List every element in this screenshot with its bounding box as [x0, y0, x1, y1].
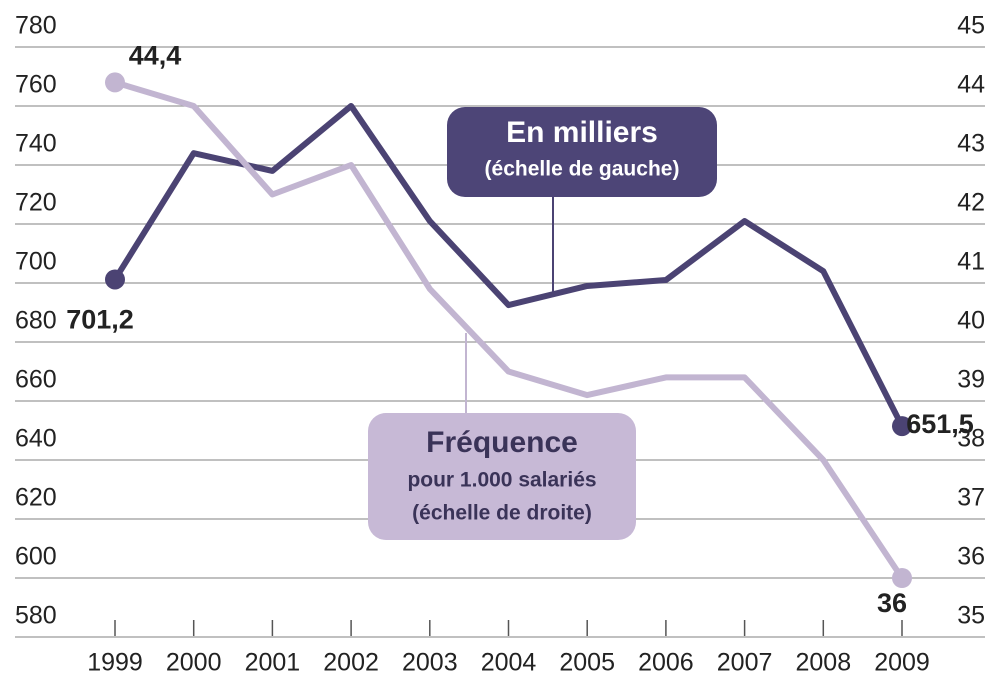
- y-tick-label: 740: [15, 130, 57, 158]
- y-tick-label: 640: [15, 425, 57, 453]
- y2-tick-label: 39: [957, 366, 985, 394]
- x-tick-label: 2000: [166, 649, 222, 677]
- y2-tick-label: 36: [957, 543, 985, 571]
- callout-box: [447, 107, 717, 197]
- y2-tick-label: 42: [957, 189, 985, 217]
- data-label: 36: [877, 588, 907, 618]
- end-point: [105, 269, 125, 290]
- series-name: En milliers: [506, 116, 658, 149]
- x-tick-label: 2001: [245, 649, 301, 677]
- y-tick-label: 680: [15, 307, 57, 335]
- x-tick-label: 2005: [559, 649, 615, 677]
- x-tick-label: 2009: [874, 649, 930, 677]
- end-point: [105, 72, 125, 93]
- x-tick-label: 2007: [717, 649, 773, 677]
- data-label: 651,5: [906, 409, 974, 439]
- y2-tick-label: 41: [957, 248, 985, 276]
- data-label: 701,2: [66, 305, 134, 335]
- series-sublabel: pour 1.000 salariés: [407, 469, 596, 492]
- data-label: 44,4: [129, 41, 182, 71]
- series-line: [114, 79, 905, 580]
- x-tick-label: 2008: [795, 649, 851, 677]
- y2-tick-label: 40: [957, 307, 985, 335]
- callout-box: [368, 413, 636, 540]
- x-tick-label: 1999: [87, 649, 143, 677]
- y-tick-label: 620: [15, 484, 57, 512]
- y-tick-label: 580: [15, 602, 57, 630]
- y2-tick-label: 35: [957, 602, 985, 630]
- series-sublabel: (échelle de gauche): [485, 158, 680, 181]
- y2-tick-label: 45: [957, 12, 985, 40]
- x-tick-label: 2006: [638, 649, 694, 677]
- y-tick-label: 600: [15, 543, 57, 571]
- y-tick-label: 660: [15, 366, 57, 394]
- y-tick-label: 780: [15, 12, 57, 40]
- x-tick-label: 2004: [481, 649, 537, 677]
- x-tick-label: 2003: [402, 649, 458, 677]
- y-tick-label: 760: [15, 71, 57, 99]
- y2-tick-label: 44: [957, 71, 985, 99]
- x-tick-label: 2002: [323, 649, 379, 677]
- end-point: [892, 416, 912, 437]
- y-tick-label: 720: [15, 189, 57, 217]
- y2-tick-label: 43: [957, 130, 985, 158]
- end-point: [892, 568, 912, 588]
- y-tick-label: 700: [15, 248, 57, 276]
- y2-tick-label: 38: [957, 425, 985, 453]
- series-name: Fréquence: [426, 426, 578, 459]
- y2-tick-label: 37: [957, 484, 985, 512]
- series-sublabel: (échelle de droite): [412, 502, 592, 525]
